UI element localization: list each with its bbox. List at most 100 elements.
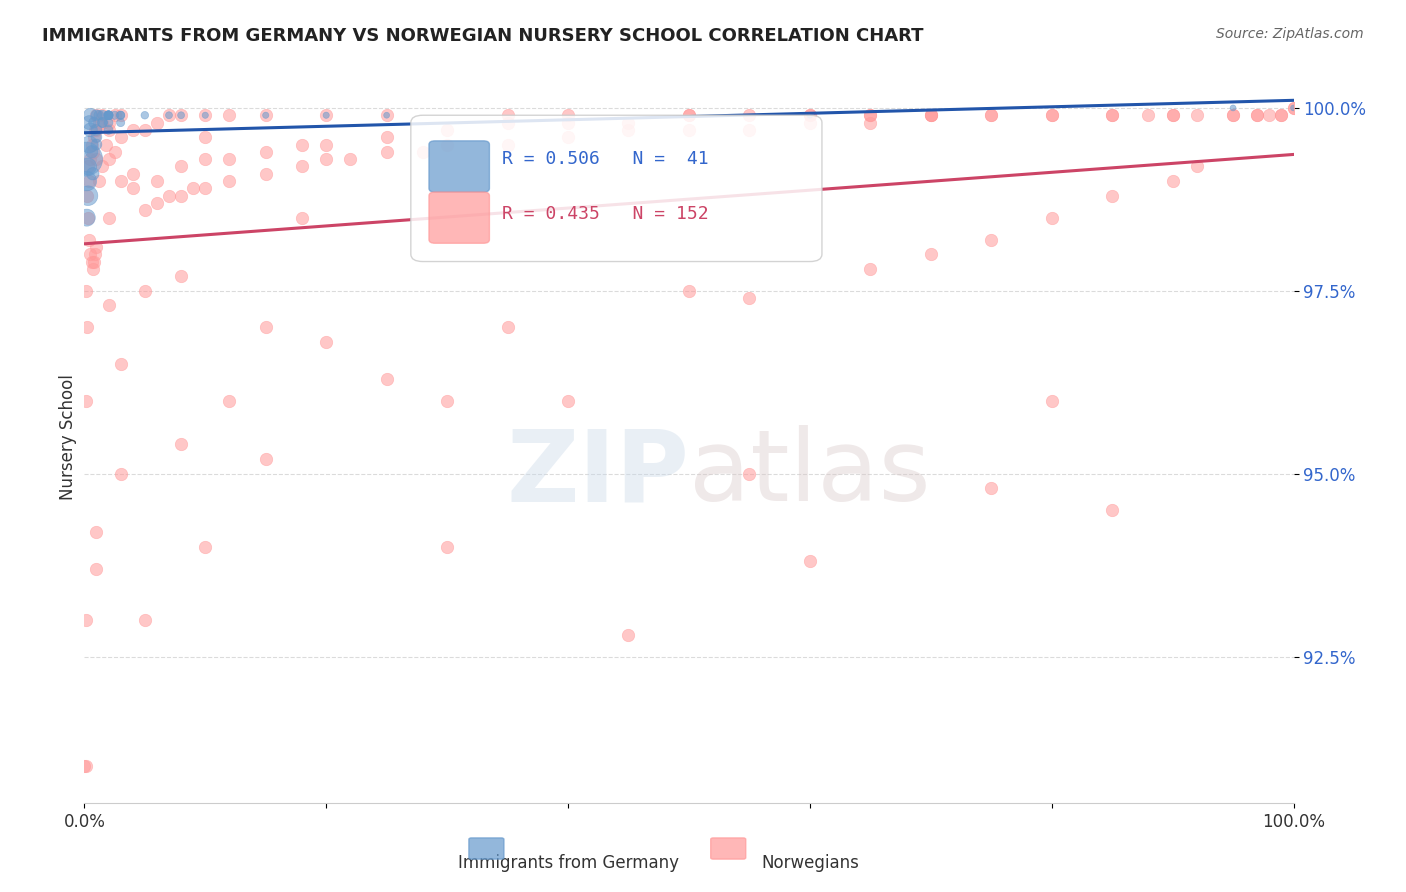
Text: Immigrants from Germany: Immigrants from Germany <box>457 854 679 872</box>
Point <box>82 167 104 181</box>
Point <box>496 108 519 122</box>
Point <box>375 371 398 385</box>
Point <box>79 123 101 137</box>
Point <box>86 562 108 576</box>
Point <box>617 123 640 137</box>
Point <box>86 525 108 540</box>
Point <box>77 160 100 174</box>
Point <box>157 188 180 202</box>
Point <box>557 115 579 129</box>
Point <box>980 481 1002 495</box>
Point <box>110 174 132 188</box>
Point <box>91 115 114 129</box>
Point <box>121 123 143 137</box>
Point <box>1101 188 1123 202</box>
Point <box>194 108 217 122</box>
Point <box>97 211 120 225</box>
Point <box>291 137 314 152</box>
Point <box>75 152 97 166</box>
Point <box>315 108 337 122</box>
Point <box>97 115 120 129</box>
Point <box>91 115 114 129</box>
Point <box>87 174 110 188</box>
Point <box>678 108 700 122</box>
Point <box>97 108 120 122</box>
Point <box>170 108 193 122</box>
Point <box>1185 108 1208 122</box>
Point <box>799 108 821 122</box>
Point <box>1137 108 1160 122</box>
Point <box>1040 393 1063 408</box>
Point <box>1222 108 1244 122</box>
Point <box>83 254 105 268</box>
Point <box>1161 174 1184 188</box>
Point <box>157 108 180 122</box>
Point <box>134 108 156 122</box>
Point <box>75 759 97 773</box>
Text: Norwegians: Norwegians <box>761 854 859 872</box>
Point <box>436 123 458 137</box>
Point <box>1246 108 1268 122</box>
Point <box>980 233 1002 247</box>
Point <box>79 108 101 122</box>
Point <box>557 108 579 122</box>
Point <box>1101 503 1123 517</box>
Text: atlas: atlas <box>689 425 931 522</box>
Point <box>920 108 942 122</box>
Point <box>315 137 337 152</box>
Point <box>557 130 579 145</box>
Point <box>496 115 519 129</box>
Point <box>170 188 193 202</box>
Text: Source: ZipAtlas.com: Source: ZipAtlas.com <box>1216 27 1364 41</box>
Point <box>77 174 100 188</box>
Point <box>77 115 100 129</box>
Point <box>80 145 103 159</box>
Point <box>146 115 169 129</box>
Point <box>76 188 98 202</box>
Point <box>254 452 277 467</box>
Point <box>170 437 193 451</box>
Point <box>134 123 156 137</box>
Point <box>97 152 120 166</box>
Point <box>134 203 156 218</box>
Point <box>86 108 108 122</box>
Point <box>76 211 98 225</box>
Point <box>436 137 458 152</box>
Point <box>291 160 314 174</box>
Point <box>75 284 97 298</box>
Point <box>436 540 458 554</box>
Point <box>79 152 101 166</box>
Point <box>77 188 100 202</box>
Point <box>799 554 821 568</box>
Point <box>194 152 217 166</box>
Point <box>86 130 108 145</box>
Point <box>73 759 96 773</box>
Point <box>91 160 114 174</box>
Point <box>134 613 156 627</box>
Point <box>91 108 114 122</box>
Point <box>1222 101 1244 115</box>
Point <box>83 130 105 145</box>
Point <box>76 174 98 188</box>
Point <box>97 298 120 312</box>
Point <box>121 181 143 195</box>
Point <box>97 115 120 129</box>
Point <box>339 152 361 166</box>
Point <box>97 108 120 122</box>
Point <box>79 247 101 261</box>
Point <box>83 115 105 129</box>
Point <box>194 130 217 145</box>
Point <box>859 108 882 122</box>
Point <box>104 145 127 159</box>
Point <box>110 467 132 481</box>
Point <box>97 123 120 137</box>
Point <box>94 137 117 152</box>
Point <box>82 261 104 276</box>
Text: R = 0.506   N =  41: R = 0.506 N = 41 <box>502 150 709 168</box>
Text: R = 0.435   N = 152: R = 0.435 N = 152 <box>502 205 709 223</box>
Point <box>1282 101 1305 115</box>
Point <box>254 320 277 334</box>
Point <box>86 137 108 152</box>
Point <box>1282 101 1305 115</box>
Point <box>110 108 132 122</box>
